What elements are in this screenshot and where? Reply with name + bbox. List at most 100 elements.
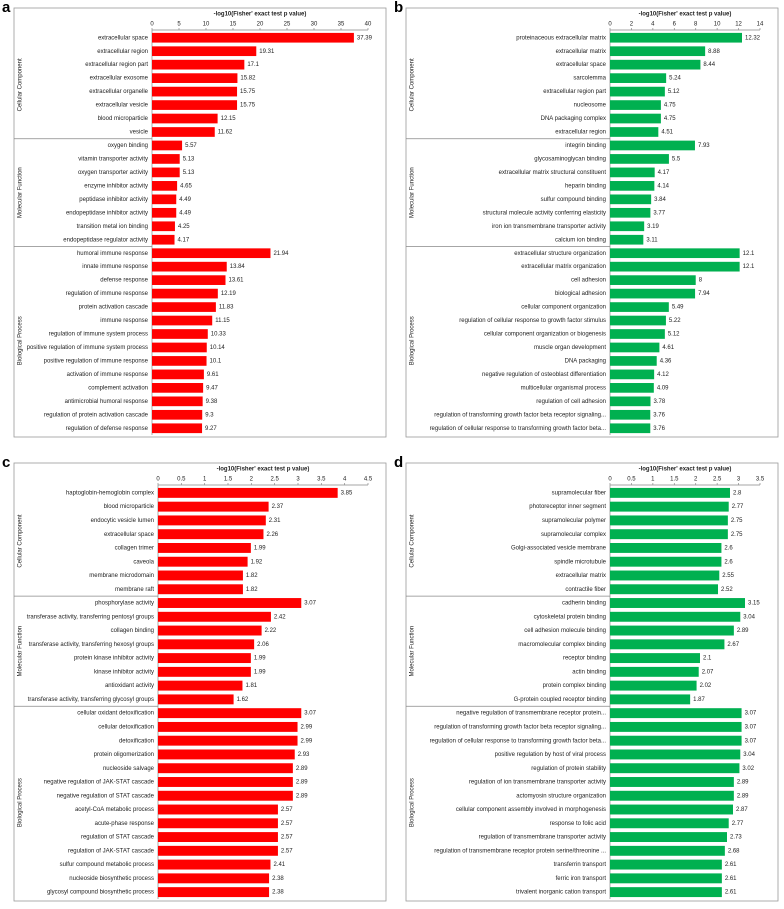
category-label: proteinaceous extracellular matrix [516, 35, 606, 41]
category-label: regulation of immune system process [49, 332, 148, 338]
value-label: 2.57 [281, 835, 293, 841]
value-label: 3.11 [646, 237, 658, 243]
category-label: transferase activity, transferring pento… [27, 614, 154, 620]
bar [610, 804, 733, 815]
category-label: extracellular exosome [90, 76, 149, 82]
value-label: 2.61 [725, 890, 737, 896]
value-label: 3.84 [654, 197, 666, 203]
category-label: nucleoside biosynthetic process [69, 876, 154, 882]
category-label: vitamin transporter activity [78, 157, 148, 163]
value-label: 1.99 [254, 669, 266, 675]
value-label: 17.1 [247, 62, 259, 68]
bar [158, 832, 278, 843]
category-label: cadherin binding [562, 601, 606, 607]
bar [158, 694, 234, 705]
x-tick-label: 15 [230, 22, 237, 28]
group-label: Cellular Component [410, 514, 416, 567]
value-label: 8 [699, 278, 703, 284]
axis-title: -log10(Fisher' exact test p value) [639, 12, 732, 18]
bar [158, 721, 298, 732]
panel-letter: b [394, 0, 403, 16]
bar [610, 887, 722, 898]
category-label: cell adhesion [571, 278, 606, 284]
value-label: 11.83 [219, 305, 234, 311]
x-tick-label: 3.5 [317, 477, 326, 483]
value-label: 2.55 [722, 573, 734, 579]
x-tick-label: 30 [311, 22, 318, 28]
value-label: 2.89 [296, 780, 308, 786]
bar [610, 409, 651, 420]
value-label: 2.57 [281, 848, 293, 854]
bar [610, 288, 696, 299]
x-tick-label: 1 [203, 477, 207, 483]
bar [158, 487, 338, 498]
value-label: 4.12 [657, 372, 669, 378]
x-tick-label: 5 [177, 22, 181, 28]
value-label: 4.14 [657, 183, 669, 189]
bar [610, 73, 667, 83]
bar [152, 234, 175, 245]
bar [152, 73, 238, 83]
bar [610, 666, 699, 677]
bar [152, 32, 354, 43]
bar [610, 598, 745, 608]
category-label: DNA packaging complex [541, 116, 606, 122]
value-label: 15.75 [240, 89, 256, 95]
bar [158, 804, 278, 815]
bar [610, 140, 695, 151]
value-label: 2.37 [272, 504, 284, 510]
x-tick-label: 1.5 [224, 477, 233, 483]
x-tick-label: 35 [338, 22, 345, 28]
category-label: vesicle [130, 130, 149, 136]
category-label: regulation of cellular response to growt… [459, 318, 606, 324]
x-tick-label: 8 [694, 22, 698, 28]
value-label: 3.02 [742, 766, 754, 772]
category-label: caveola [133, 559, 154, 565]
bar [610, 342, 660, 353]
x-tick-label: 10 [714, 22, 721, 28]
value-label: 1.62 [237, 697, 249, 703]
category-label: extracellular region [97, 49, 148, 55]
category-label: cellular oxidant detoxification [77, 711, 154, 717]
value-label: 3.19 [647, 224, 659, 230]
bar [152, 342, 207, 353]
value-label: 2.6 [724, 559, 733, 565]
category-label: protein complex binding [543, 683, 606, 689]
value-label: 5.22 [669, 318, 681, 324]
value-label: 12.32 [745, 35, 761, 41]
category-label: iron ion transmembrane transporter activ… [492, 224, 606, 230]
value-label: 3.78 [654, 399, 666, 405]
bar [610, 59, 701, 70]
bar [610, 396, 651, 407]
panel-letter: d [394, 454, 403, 471]
x-tick-label: 2.5 [713, 477, 722, 483]
category-label: extracellular organelle [89, 89, 148, 95]
category-label: supramolecular complex [541, 532, 606, 538]
value-label: 9.38 [206, 399, 218, 405]
category-label: extracellular matrix organization [521, 264, 606, 270]
category-label: regulation of cell adhesion [536, 399, 606, 405]
category-label: regulation of immune response [66, 291, 149, 297]
value-label: 2.1 [703, 656, 712, 662]
value-label: 2.57 [281, 821, 293, 827]
bar [158, 763, 293, 774]
value-label: 2.68 [728, 848, 740, 854]
value-label: 2.61 [725, 862, 737, 868]
group-label: Molecular Function [18, 626, 24, 677]
category-label: regulation of protein stability [531, 766, 606, 772]
category-label: glycosaminoglycan binding [534, 157, 606, 163]
category-label: immune response [100, 318, 148, 324]
x-tick-label: 4 [343, 477, 347, 483]
category-label: regulation of JAK-STAT cascade [68, 848, 155, 854]
value-label: 2.67 [727, 642, 739, 648]
category-label: regulation of transmembrane transporter … [479, 835, 606, 841]
category-label: endopeptidase inhibitor activity [66, 210, 148, 216]
bar [610, 735, 742, 746]
bar [152, 383, 204, 393]
bar [610, 113, 661, 124]
value-label: 12.19 [221, 291, 237, 297]
category-label: cellular component organization or bioge… [484, 332, 606, 338]
value-label: 2.89 [296, 766, 308, 772]
group-label: Molecular Function [410, 167, 416, 218]
x-tick-label: 3 [296, 477, 300, 483]
